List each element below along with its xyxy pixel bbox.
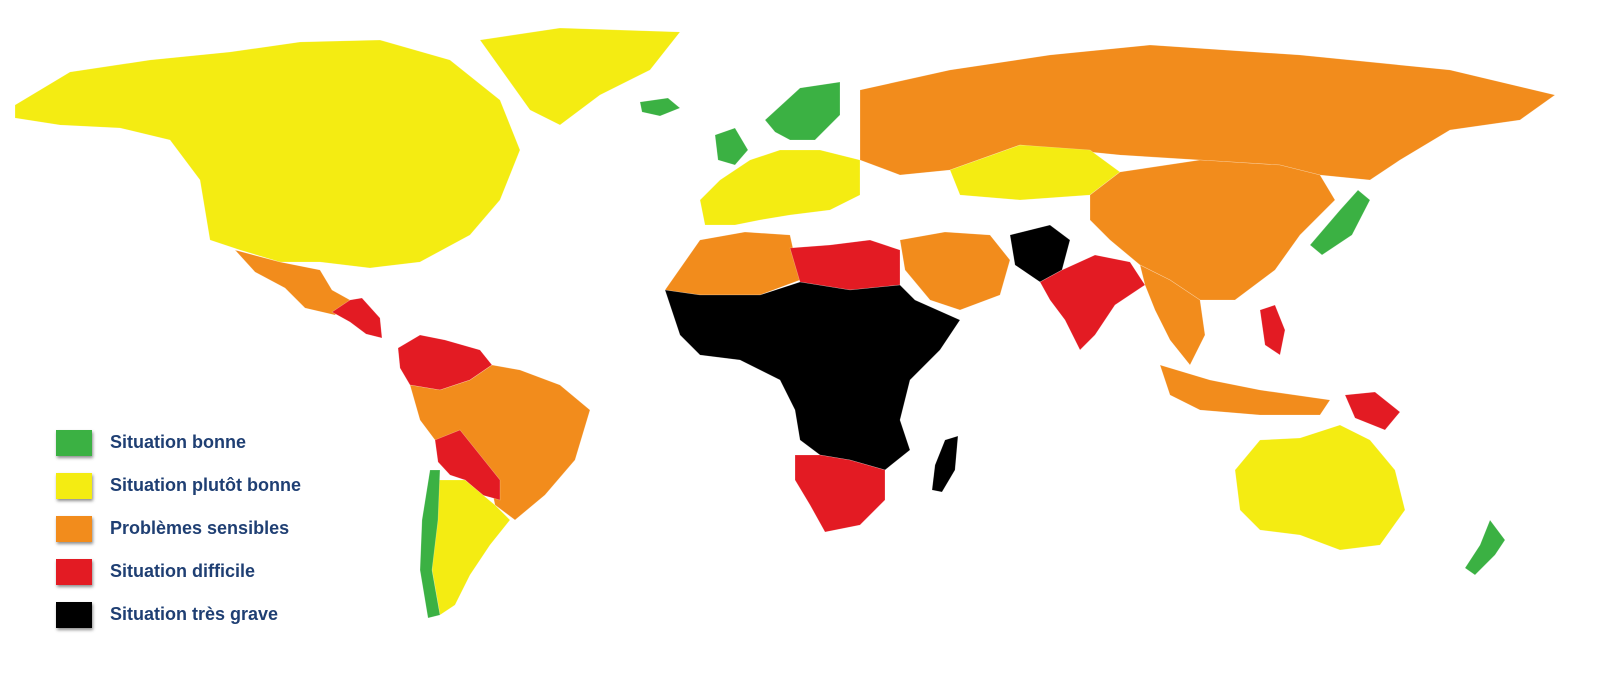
region-central-america [331,297,383,339]
region-russia [859,44,1556,181]
legend-label: Situation bonne [110,432,246,452]
legend-label: Problèmes sensibles [110,518,290,538]
legend-label: Situation plutôt bonne [110,475,301,495]
region-north-africa [664,231,801,296]
region-north-america [14,39,521,269]
region-madagascar [931,435,959,493]
legend-swatch [56,559,92,585]
legend-swatch [56,430,92,456]
legend-label: Situation très grave [110,604,279,624]
region-scandinavia [764,81,841,141]
region-western-europe [699,149,861,226]
region-southeast-asia [1139,264,1206,366]
legend-swatch [56,516,92,542]
legend-label: Situation difficile [110,561,256,581]
region-japan [1309,189,1371,256]
region-sahel-central-africa [664,281,961,471]
region-iceland [639,97,681,117]
region-southern-africa [794,454,886,533]
region-libya-egypt [789,239,901,291]
region-china [1089,159,1336,301]
region-bolivia-paraguay [434,429,501,501]
region-new-zealand [1464,519,1506,576]
legend-swatch [56,473,92,499]
region-philippines [1259,304,1286,356]
region-india [1039,254,1146,351]
region-papua [1344,391,1401,431]
region-greenland [479,27,681,126]
region-uk [714,127,749,166]
region-chile [419,469,441,619]
legend-swatch [56,602,92,628]
region-middle-east [899,231,1011,311]
region-indonesia [1159,364,1331,416]
region-australia [1234,424,1406,551]
